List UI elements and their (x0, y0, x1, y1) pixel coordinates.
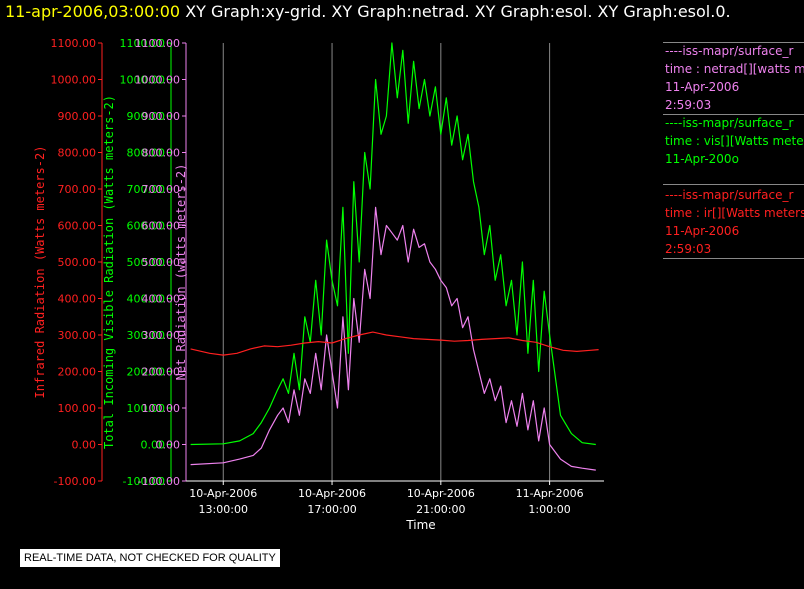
legend-line: time : vis[][Watts meter (665, 134, 804, 148)
series-net (190, 206, 596, 471)
x-tick-label: 21:00:00 (416, 503, 465, 516)
y-axis-title: Net Radiation (watts meters-2) (174, 164, 188, 381)
legend-item-net: ----iss-mapr/surface_r time : netrad[][w… (665, 42, 804, 114)
y-tick-label: 700.00 (127, 183, 166, 196)
y-tick-label: 1100.00 (51, 37, 97, 50)
y-tick-label: 1000.00 (135, 74, 181, 87)
legend-line: 2:59:03 (665, 98, 712, 112)
x-tick-label: 10-Apr-2006 (189, 487, 257, 500)
legend-line: ----iss-mapr/surface_r (665, 188, 794, 202)
y-tick-label: 200.00 (142, 366, 181, 379)
legend-rule (663, 184, 804, 185)
y-tick-label: 800.00 (142, 147, 181, 160)
graph-list-label: XY Graph:xy-grid. XY Graph:netrad. XY Gr… (185, 2, 731, 21)
grid-layer (222, 43, 551, 481)
y-tick-label: 1100.00 (120, 37, 166, 50)
quality-disclaimer: REAL-TIME DATA, NOT CHECKED FOR QUALITY (20, 549, 280, 567)
x-tick-label: 17:00:00 (307, 503, 356, 516)
y-tick-label: 200.00 (127, 366, 166, 379)
series-visible (190, 42, 596, 446)
y-tick-label: 400.00 (127, 293, 166, 306)
y-tick-label: 800.00 (127, 147, 166, 160)
axes-layer: -100.00 0.00 100.00 200.00 300.00 400.00 500.0… (33, 37, 188, 488)
y-tick-label: 700.00 (142, 183, 181, 196)
y-tick-label: -100.00 (54, 475, 96, 488)
legend-rule (663, 258, 804, 259)
graph-title-bar: 11-apr-2006,03:00:00 XY Graph:xy-grid. X… (5, 2, 731, 21)
timestamp-label: 11-apr-2006,03:00:00 (5, 2, 181, 21)
y-axis-title: Infrared Radiation (Watts meters-2) (33, 146, 47, 399)
y-tick-label: 400.00 (142, 293, 181, 306)
y-tick-label: 400.00 (58, 293, 97, 306)
x-tick-label: 1:00:00 (528, 503, 570, 516)
legend-rule (663, 114, 804, 115)
legend-line: 2:59:03 (665, 242, 712, 256)
y-tick-label: 500.00 (142, 256, 181, 269)
y-tick-label: 100.00 (142, 402, 181, 415)
legend-item-vis: ----iss-mapr/surface_r time : vis[][Watt… (665, 114, 804, 168)
y-tick-label: 900.00 (58, 110, 97, 123)
series-infrared (190, 331, 599, 356)
y-tick-label: 600.00 (127, 220, 166, 233)
legend-rule (663, 42, 804, 43)
y-tick-label: 800.00 (58, 147, 97, 160)
legend-line: 11-Apr-2006 (665, 80, 740, 94)
y-tick-label: 300.00 (142, 329, 181, 342)
x-tick-label: 13:00:00 (199, 503, 248, 516)
x-tick-label: 10-Apr-2006 (407, 487, 475, 500)
y-tick-label: 500.00 (58, 256, 97, 269)
x-tick-label: 11-Apr-2006 (516, 487, 584, 500)
legend-line: 11-Apr-2006 (665, 224, 740, 238)
y-tick-label: 100.00 (127, 402, 166, 415)
y-tick-label: 0.00 (156, 439, 181, 452)
y-tick-label: 1100.00 (135, 37, 181, 50)
y-tick-label: 700.00 (58, 183, 97, 196)
y-tick-label: 300.00 (58, 329, 97, 342)
series-layer (190, 42, 599, 471)
legend-line: ----iss-mapr/surface_r (665, 44, 794, 58)
legend-line: time : netrad[][watts m (665, 62, 804, 76)
y-tick-label: -100.00 (123, 475, 165, 488)
y-tick-label: 1000.00 (51, 74, 97, 87)
y-tick-label: 600.00 (142, 220, 181, 233)
y-tick-label: 1000.00 (120, 74, 166, 87)
y-tick-label: 0.00 (72, 439, 97, 452)
y-tick-label: 600.00 (58, 220, 97, 233)
y-tick-label: 900.00 (142, 110, 181, 123)
legend-line: time : ir[][Watts meters (665, 206, 804, 220)
y-tick-label: -100.00 (138, 475, 180, 488)
legend-line: ----iss-mapr/surface_r (665, 116, 794, 130)
y-tick-label: 200.00 (58, 366, 97, 379)
x-tick-label: 10-Apr-2006 (298, 487, 366, 500)
y-tick-label: 500.00 (127, 256, 166, 269)
x-axis-layer: 10-Apr-2006 13:00:00 10-Apr-2006 17:00:00 10… (186, 480, 604, 532)
y-tick-label: 300.00 (127, 329, 166, 342)
legend-line: 11-Apr-200o (665, 152, 739, 166)
y-tick-label: 0.00 (141, 439, 166, 452)
y-tick-label: 900.00 (127, 110, 166, 123)
y-axis-title: Total Incoming Visible Radiation (Watts … (102, 95, 116, 449)
x-axis-title: Time (405, 518, 435, 532)
legend-item-ir: ----iss-mapr/surface_r time : ir[][Watts… (665, 186, 804, 258)
y-tick-label: 100.00 (58, 402, 97, 415)
